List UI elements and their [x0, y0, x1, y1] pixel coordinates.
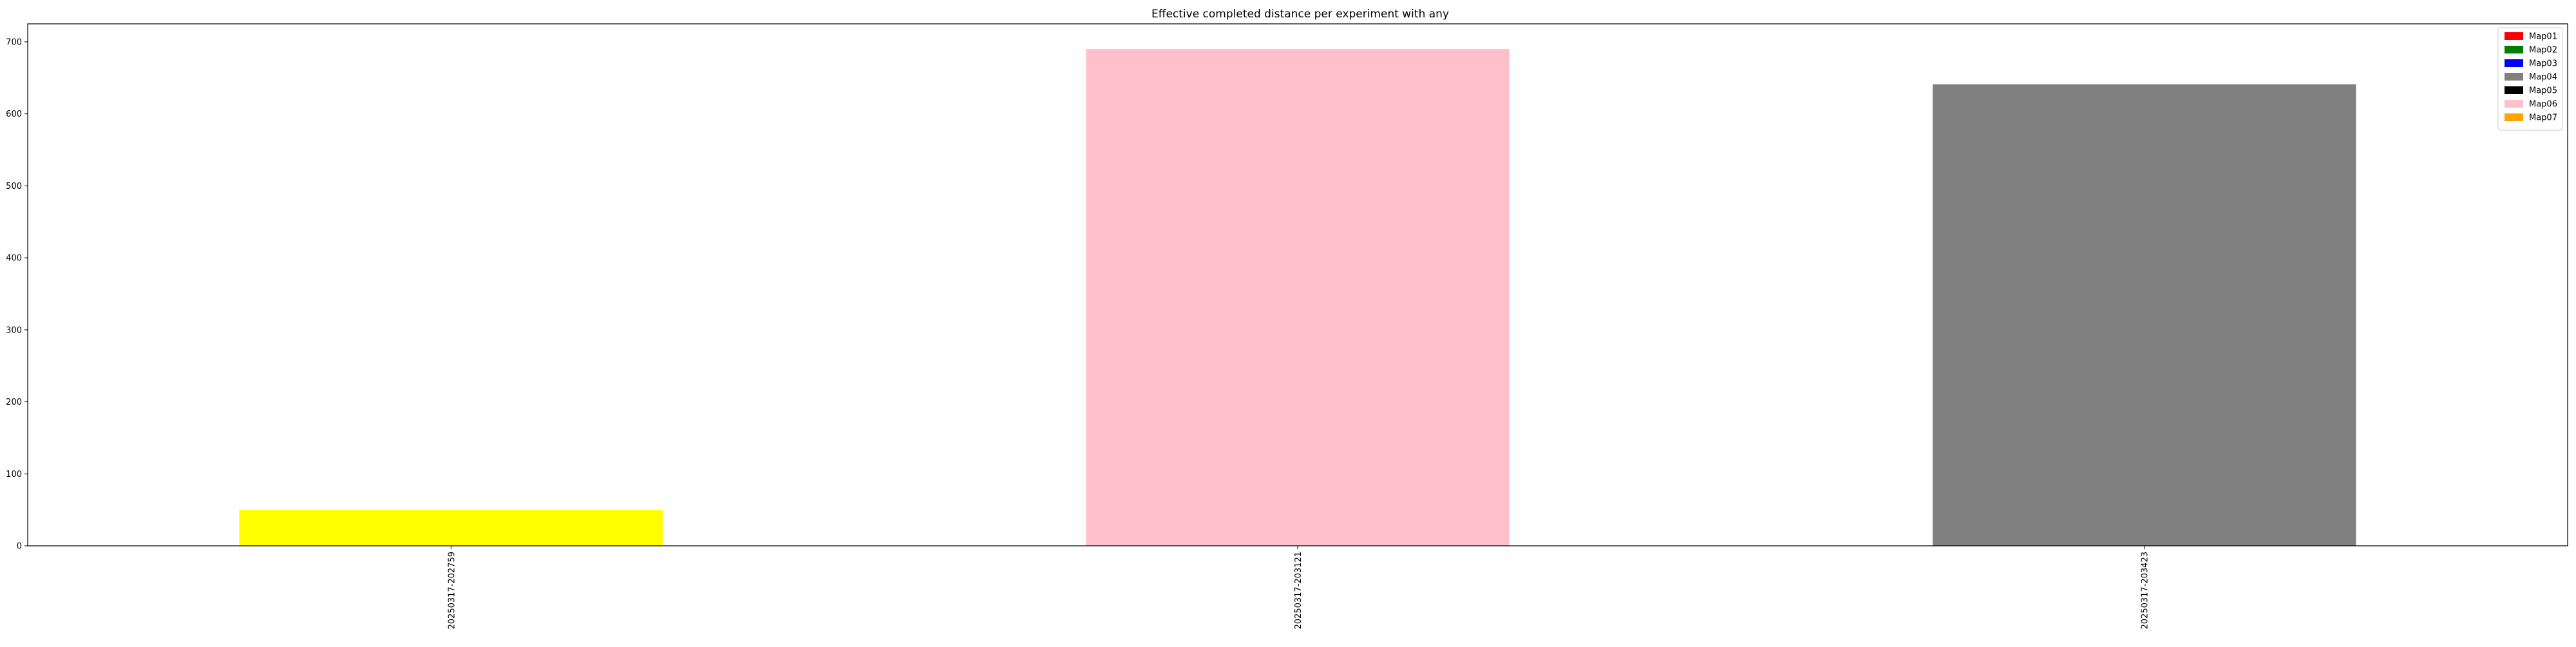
legend-swatch-Map01	[2505, 32, 2523, 40]
legend-label-Map05: Map05	[2529, 86, 2557, 96]
legend-label-Map02: Map02	[2529, 46, 2557, 55]
bar-20250317-203121	[1086, 49, 1510, 546]
y-tick-label: 600	[6, 110, 22, 119]
axes-layer: 20250317-202759 20250317-203121 20250317-2…	[6, 23, 2568, 630]
chart-title: Effective completed distance per experim…	[1151, 8, 1449, 21]
bar-20250317-202759	[239, 510, 663, 546]
legend-swatch-Map02	[2505, 46, 2523, 53]
y-tick-label: 300	[6, 325, 22, 335]
y-tick-label: 700	[6, 37, 22, 47]
legend-label-Map03: Map03	[2529, 59, 2557, 69]
legend-swatch-Map07	[2505, 113, 2523, 121]
y-tick-label: 400	[6, 254, 22, 264]
y-tick-label: 500	[6, 182, 22, 191]
plot-frame	[27, 23, 2568, 546]
legend-swatch-Map04	[2505, 73, 2523, 81]
legend-swatch-Map03	[2505, 59, 2523, 67]
x-tick-label: 20250317-202759	[447, 552, 457, 630]
legend-label-Map07: Map07	[2529, 113, 2557, 123]
legend-swatch-Map06	[2505, 100, 2523, 108]
y-tick-label: 100	[6, 470, 22, 479]
y-tick-label: 200	[6, 398, 22, 407]
bar-20250317-203423	[1933, 84, 2356, 546]
legend-label-Map06: Map06	[2529, 100, 2557, 110]
bars-layer	[239, 49, 2356, 546]
x-tick-label: 20250317-203121	[1294, 552, 1303, 630]
legend: Map01 Map02 Map03 Map04 Map05 Map06 Map07	[2497, 27, 2563, 131]
legend-label-Map04: Map04	[2529, 73, 2557, 82]
legend-label-Map01: Map01	[2529, 32, 2557, 42]
x-tick-label: 20250317-203423	[2141, 552, 2150, 630]
y-tick-label: 0	[17, 542, 22, 552]
legend-swatch-Map05	[2505, 86, 2523, 94]
